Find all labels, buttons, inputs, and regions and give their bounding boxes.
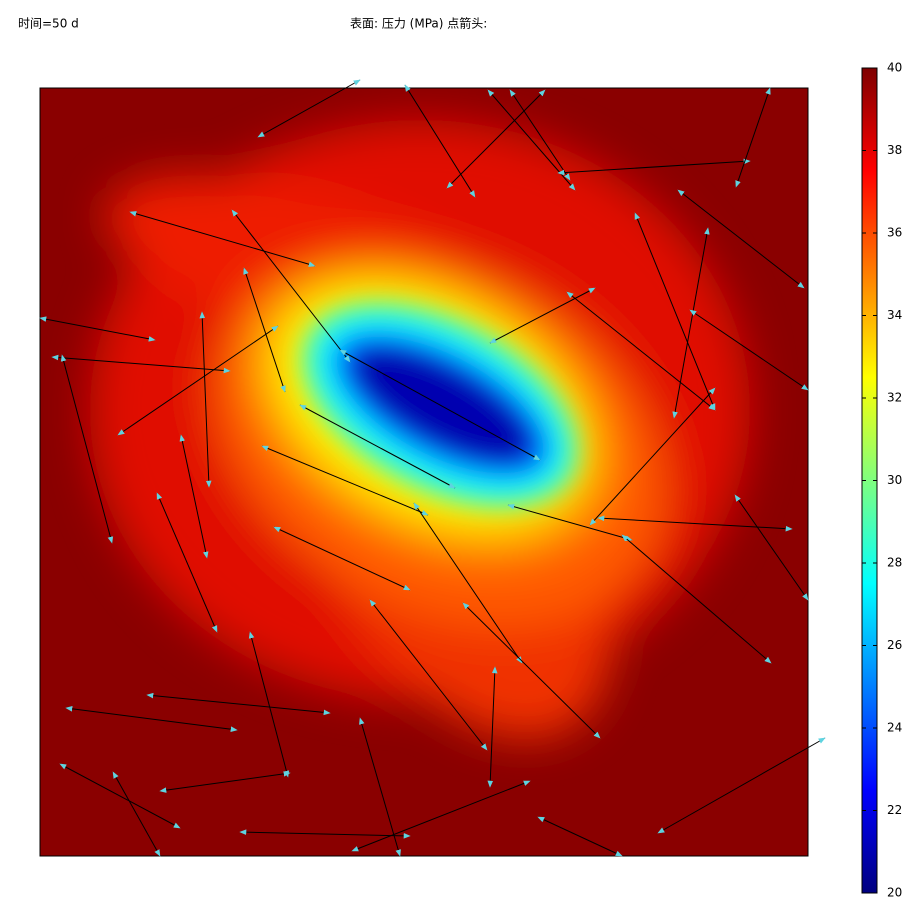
colorbar-tick-label: 28	[887, 556, 902, 570]
colorbar-tick-label: 20	[887, 886, 902, 900]
colorbar-tick-label: 32	[887, 391, 902, 405]
colorbar-tick-label: 22	[887, 803, 902, 817]
colorbar-tick-label: 40	[887, 61, 902, 75]
colorbar-tick-label: 34	[887, 308, 902, 322]
colorbar-tick-label: 26	[887, 638, 902, 652]
colorbar-tick-label: 36	[887, 226, 902, 240]
fractures	[39, 79, 826, 857]
colorbar-tick-label: 24	[887, 721, 902, 735]
chart-title: 表面: 压力 (MPa) 点箭头:	[350, 16, 487, 31]
colorbar-tick-label: 38	[887, 143, 902, 157]
surface-field	[40, 88, 808, 856]
time-label: 时间=50 d	[18, 17, 79, 31]
colorbar-tick-label: 30	[887, 473, 902, 487]
